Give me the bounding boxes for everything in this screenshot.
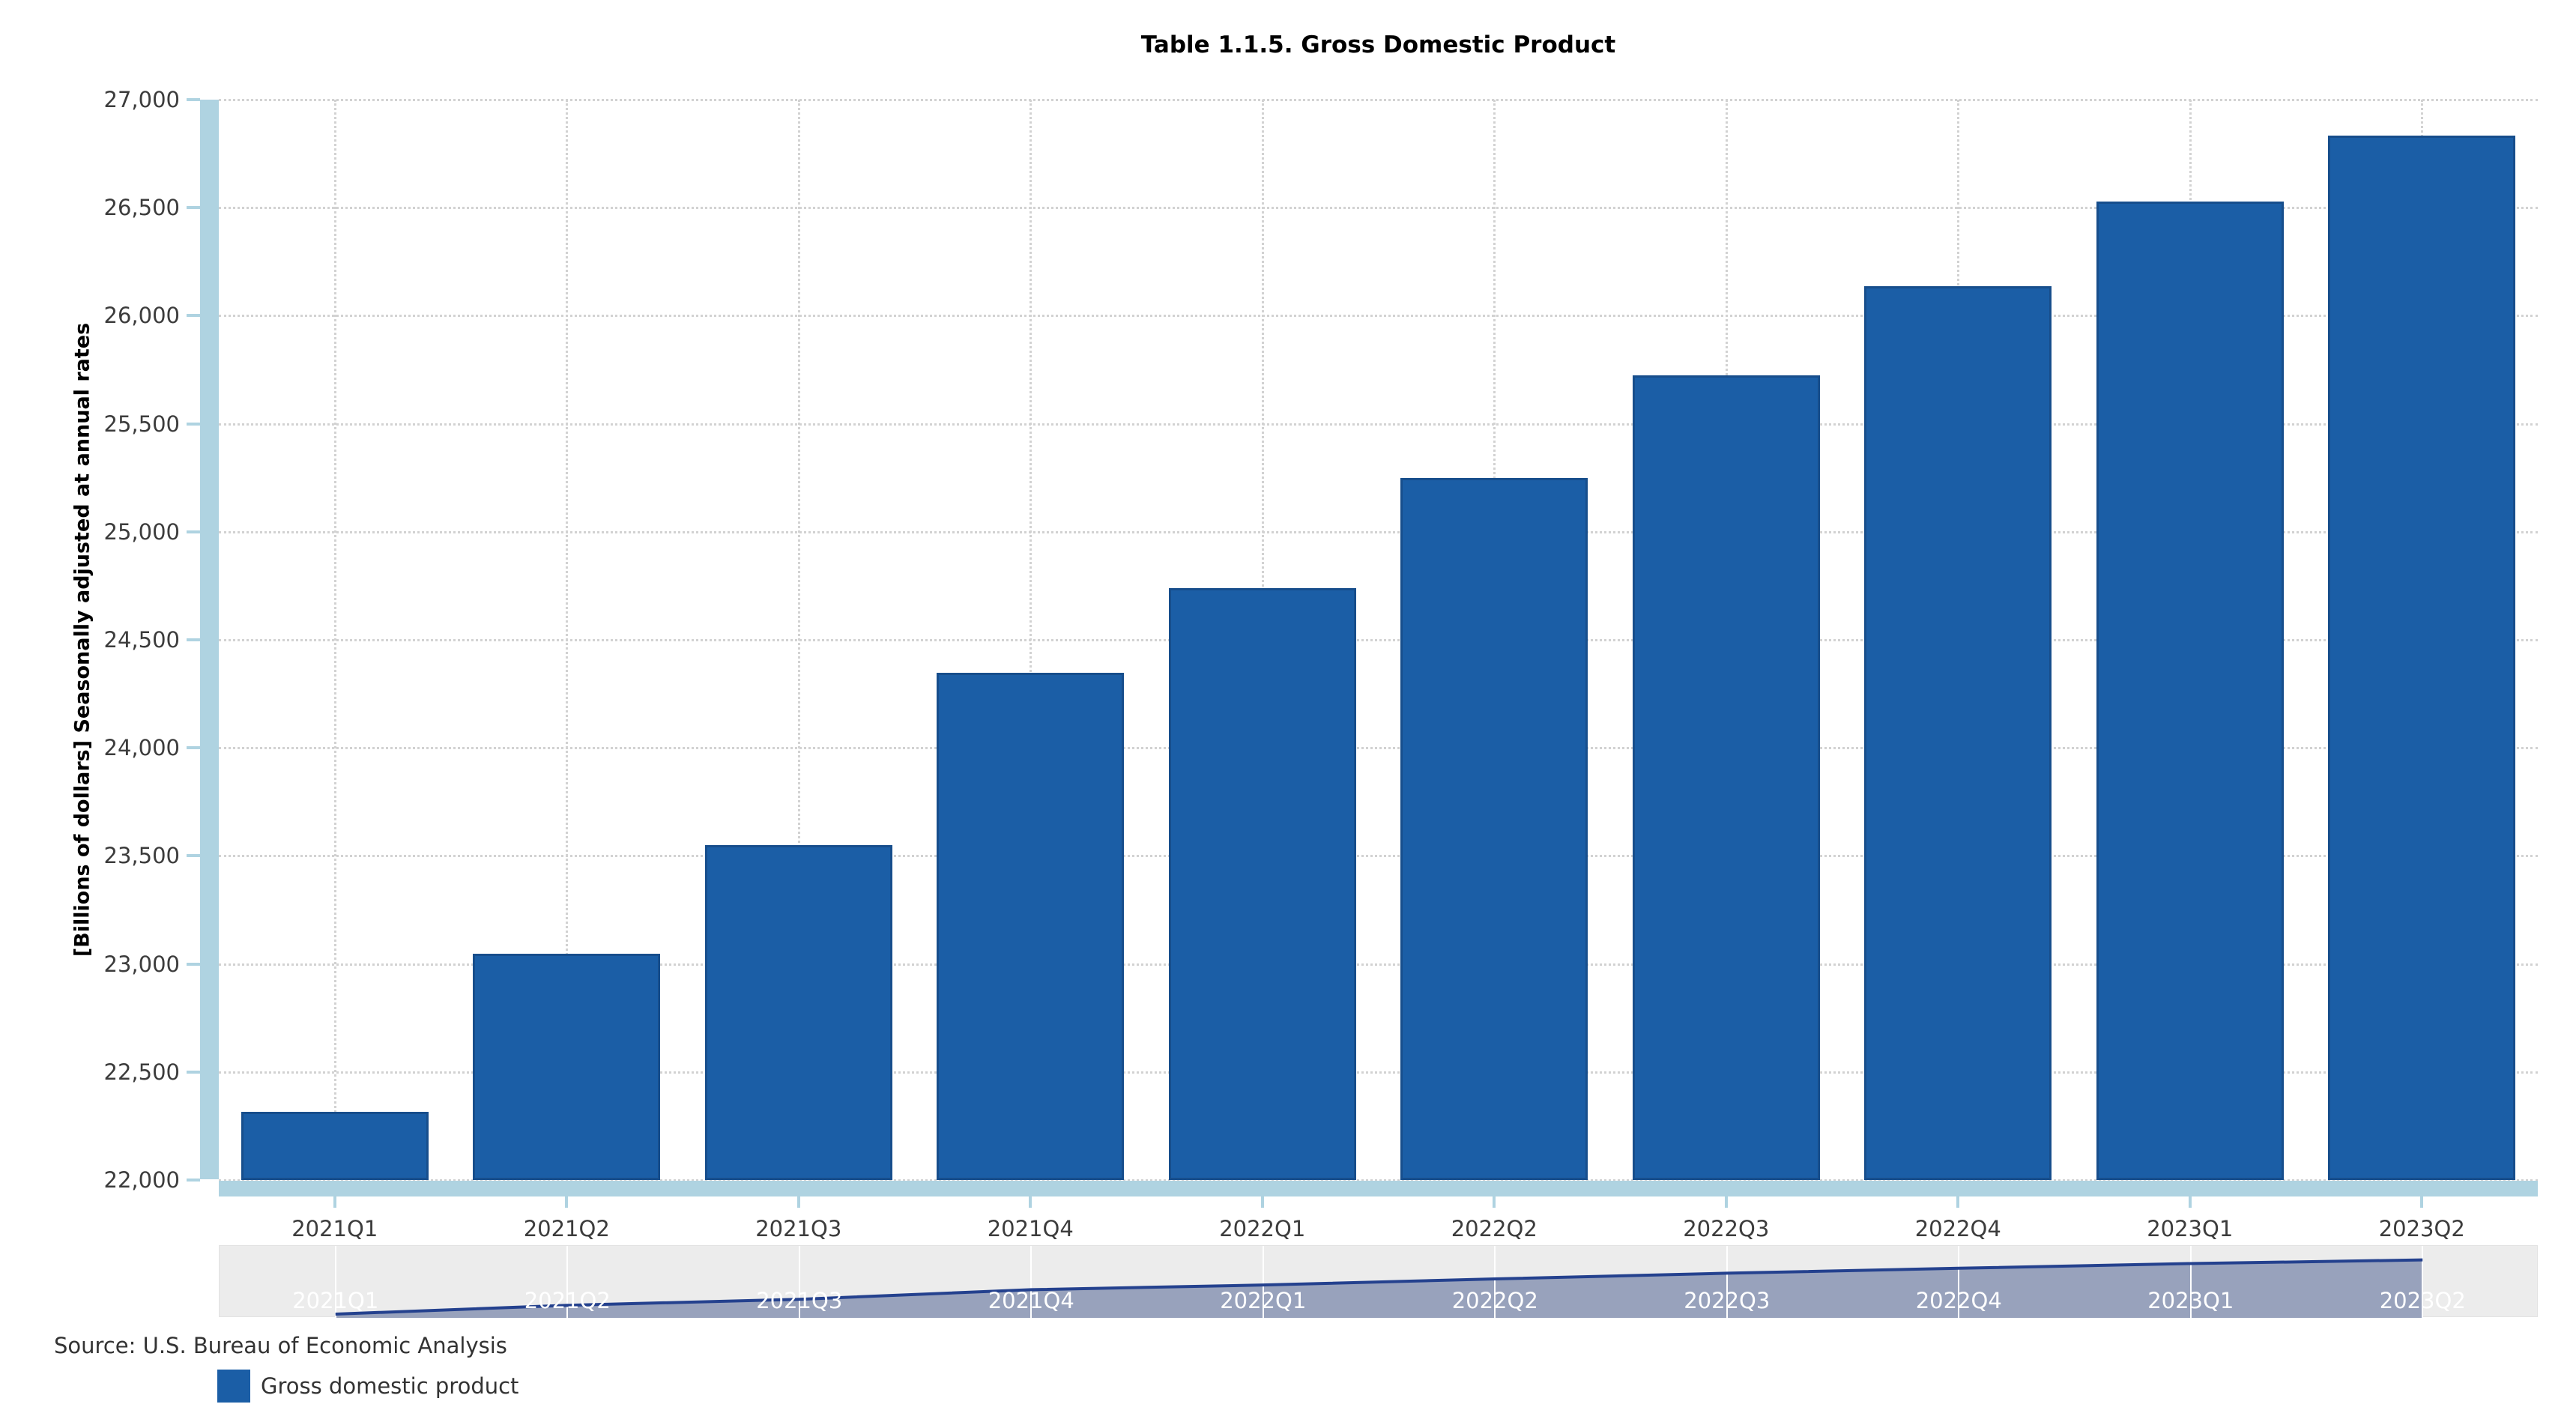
navigator-gridline (798, 1246, 800, 1318)
y-axis-tick (187, 746, 200, 750)
bar-2021Q2[interactable] (473, 954, 661, 1180)
source-note: Source: U.S. Bureau of Economic Analysis (54, 1333, 507, 1358)
bar-2022Q3[interactable] (1632, 375, 1820, 1180)
y-axis-tick (187, 314, 200, 318)
y-tick-label: 24,000 (103, 735, 180, 761)
y-gridline (219, 639, 2538, 641)
x-axis-tick (2188, 1196, 2192, 1208)
legend-swatch (217, 1370, 250, 1403)
y-gridline (219, 530, 2538, 533)
y-gridline (219, 315, 2538, 318)
x-gridline (1030, 100, 1032, 1180)
y-gridline (219, 963, 2538, 966)
navigator-gridline (2422, 1246, 2424, 1318)
x-axis-tick (1260, 1196, 1264, 1208)
x-axis-tick (1029, 1196, 1032, 1208)
bar-2021Q3[interactable] (704, 844, 892, 1180)
x-gridline (333, 100, 336, 1180)
navigator-label: 2023Q1 (2147, 1288, 2234, 1313)
y-axis-tick (187, 422, 200, 426)
y-gridline (219, 747, 2538, 750)
navigator-label: 2022Q2 (1451, 1288, 1538, 1313)
navigator-line (335, 1258, 2423, 1316)
navigator-gridline (1494, 1246, 1496, 1318)
navigator-label: 2021Q1 (292, 1288, 379, 1313)
x-tick-label: 2022Q2 (1451, 1216, 1538, 1241)
bar-2021Q4[interactable] (937, 672, 1125, 1180)
y-tick-label: 25,000 (103, 518, 180, 545)
navigator-gridline (1262, 1246, 1264, 1318)
x-axis-band (219, 1181, 2538, 1196)
y-tick-label: 27,000 (103, 87, 180, 112)
y-gridline (219, 207, 2538, 210)
navigator-gridline (1030, 1246, 1032, 1318)
navigator-gridline (566, 1246, 569, 1318)
navigator-label: 2021Q2 (524, 1288, 611, 1313)
x-tick-label: 2021Q2 (523, 1216, 610, 1241)
y-axis-tick (187, 206, 200, 210)
y-tick-label: 26,000 (103, 303, 180, 329)
y-tick-label: 26,500 (103, 195, 180, 221)
bar-2023Q1[interactable] (2096, 201, 2284, 1180)
x-tick-label: 2023Q1 (2147, 1216, 2234, 1241)
x-axis-tick (796, 1196, 800, 1208)
bar-2022Q4[interactable] (1864, 285, 2052, 1180)
y-gridline (219, 423, 2538, 426)
y-axis-tick (187, 638, 200, 641)
navigator-gridline (1726, 1246, 1728, 1318)
y-tick-label: 23,500 (103, 843, 180, 869)
x-tick-label: 2022Q1 (1219, 1216, 1306, 1241)
navigator-label: 2023Q2 (2379, 1288, 2466, 1313)
y-axis-tick (187, 1070, 200, 1074)
bar-2021Q1[interactable] (241, 1112, 429, 1180)
x-gridline (566, 100, 569, 1180)
y-tick-label: 24,500 (103, 627, 180, 653)
navigator-label: 2021Q4 (988, 1288, 1074, 1313)
y-gridline (219, 1071, 2538, 1074)
navigator-gridline (334, 1246, 336, 1318)
x-gridline (797, 100, 800, 1180)
x-axis-tick (565, 1196, 569, 1208)
y-axis-tick (187, 1179, 200, 1182)
navigator[interactable]: 2021Q1 2021Q2 2021Q3 2021Q4 2022Q1 2022Q2 2022… (219, 1245, 2538, 1318)
y-axis-tick (187, 98, 200, 101)
y-tick-label: 23,000 (103, 951, 180, 977)
bar-2022Q2[interactable] (1400, 478, 1588, 1180)
x-tick-label: 2022Q4 (1914, 1216, 2001, 1241)
y-tick-label: 25,500 (103, 411, 180, 437)
x-axis-tick (1956, 1196, 1960, 1208)
y-axis-tick (187, 530, 200, 533)
y-axis-band (200, 100, 219, 1179)
navigator-label: 2022Q4 (1915, 1288, 2002, 1313)
bar-2022Q1[interactable] (1168, 587, 1356, 1180)
x-axis-tick (1493, 1196, 1496, 1208)
y-axis-tick (187, 854, 200, 858)
chart-title: Table 1.1.5. Gross Domestic Product (1140, 31, 1616, 58)
navigator-label: 2021Q3 (756, 1288, 843, 1313)
x-tick-label: 2021Q3 (755, 1216, 842, 1241)
y-gridline (219, 855, 2538, 858)
navigator-label: 2022Q3 (1684, 1288, 1771, 1313)
navigator-gridline (1958, 1246, 1960, 1318)
x-axis-tick (1724, 1196, 1728, 1208)
navigator-area (335, 1259, 2423, 1318)
y-axis-tick (187, 962, 200, 966)
bar-2023Q2[interactable] (2328, 135, 2516, 1180)
navigator-label: 2022Q1 (1220, 1288, 1307, 1313)
x-tick-label: 2021Q1 (291, 1216, 378, 1241)
x-tick-label: 2023Q2 (2378, 1216, 2465, 1241)
y-tick-label: 22,500 (103, 1059, 180, 1085)
y-gridline (219, 1179, 2538, 1182)
navigator-gridline (2189, 1246, 2192, 1318)
x-tick-label: 2022Q3 (1683, 1216, 1770, 1241)
legend-item-gdp[interactable]: Gross domestic product (217, 1370, 518, 1403)
x-axis-tick (333, 1196, 336, 1208)
x-axis-tick (2420, 1196, 2424, 1208)
y-tick-label: 22,000 (103, 1167, 180, 1193)
y-gridline (219, 99, 2538, 101)
x-tick-label: 2021Q4 (987, 1216, 1074, 1241)
legend-label: Gross domestic product (261, 1373, 519, 1399)
